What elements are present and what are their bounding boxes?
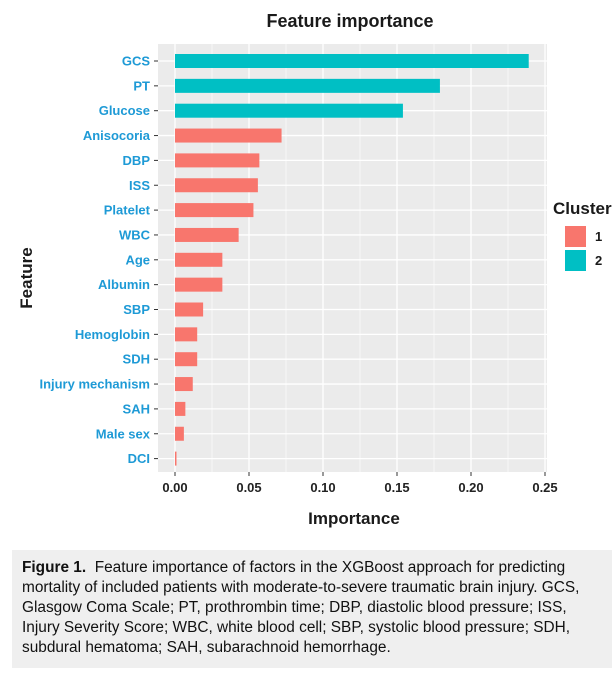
x-tick-labels: 0.00 0.05 0.10 0.15 0.20 0.25	[162, 472, 558, 495]
bar-sbp	[175, 302, 204, 317]
bar-platelet	[175, 203, 254, 218]
x-tick-label: 0.15	[384, 480, 409, 495]
bar-albumin	[175, 277, 223, 292]
bar-dbp	[175, 153, 260, 168]
y-tick-label: DCI	[128, 451, 150, 466]
y-tick-label: Anisocoria	[83, 128, 151, 143]
bar-male-sex	[175, 426, 184, 441]
y-tick-label: Platelet	[104, 203, 151, 218]
legend-title: Cluster	[553, 199, 612, 218]
caption-text: Feature importance of factors in the XGB…	[22, 559, 580, 656]
y-tick-label: Injury mechanism	[39, 377, 150, 392]
y-tick-label: SAH	[123, 401, 150, 416]
bar-hemoglobin	[175, 327, 198, 342]
legend: Cluster 1 2	[553, 199, 612, 271]
y-tick-label: DBP	[123, 153, 151, 168]
bar-injury-mechanism	[175, 377, 193, 392]
bar-gcs	[175, 54, 529, 68]
y-tick-label: Age	[125, 252, 150, 267]
legend-label-1: 1	[595, 229, 602, 244]
y-tick-label: GCS	[122, 54, 151, 69]
y-tick-label: SBP	[123, 302, 150, 317]
x-axis-title: Importance	[308, 509, 400, 528]
x-tick-label: 0.25	[532, 480, 557, 495]
x-tick-label: 0.05	[236, 480, 261, 495]
legend-swatch-1	[565, 226, 586, 247]
bar-sah	[175, 401, 186, 416]
figure-caption: Figure 1. Feature importance of factors …	[12, 550, 612, 668]
y-axis-title: Feature	[17, 247, 36, 308]
chart-title: Feature importance	[266, 11, 433, 31]
bar-anisocoria	[175, 128, 282, 143]
bar-age	[175, 252, 223, 267]
y-tick-label: ISS	[129, 178, 150, 193]
bar-glucose	[175, 103, 403, 118]
y-tick-label: Male sex	[96, 426, 151, 441]
bar-pt	[175, 78, 440, 93]
bar-wbc	[175, 227, 239, 242]
bars	[175, 54, 529, 466]
y-tick-label: PT	[133, 78, 150, 93]
caption-label: Figure 1.	[22, 559, 87, 576]
y-tick-labels: GCS PT Glucose Anisocoria DBP ISS Platelet WBC A…	[39, 54, 158, 466]
feature-importance-chart: Feature importance GCS PT Glucose Anisocori…	[17, 11, 612, 528]
x-tick-label: 0.00	[162, 480, 187, 495]
bar-dci	[175, 451, 177, 466]
y-tick-label: Glucose	[99, 103, 150, 118]
legend-swatch-2	[565, 250, 586, 271]
y-tick-label: Albumin	[98, 277, 150, 292]
y-tick-label: SDH	[123, 352, 150, 367]
bar-iss	[175, 178, 258, 193]
legend-label-2: 2	[595, 253, 602, 268]
bar-sdh	[175, 352, 198, 367]
y-tick-label: WBC	[119, 227, 151, 242]
y-tick-label: Hemoglobin	[75, 327, 150, 342]
x-tick-label: 0.20	[458, 480, 483, 495]
x-tick-label: 0.10	[310, 480, 335, 495]
